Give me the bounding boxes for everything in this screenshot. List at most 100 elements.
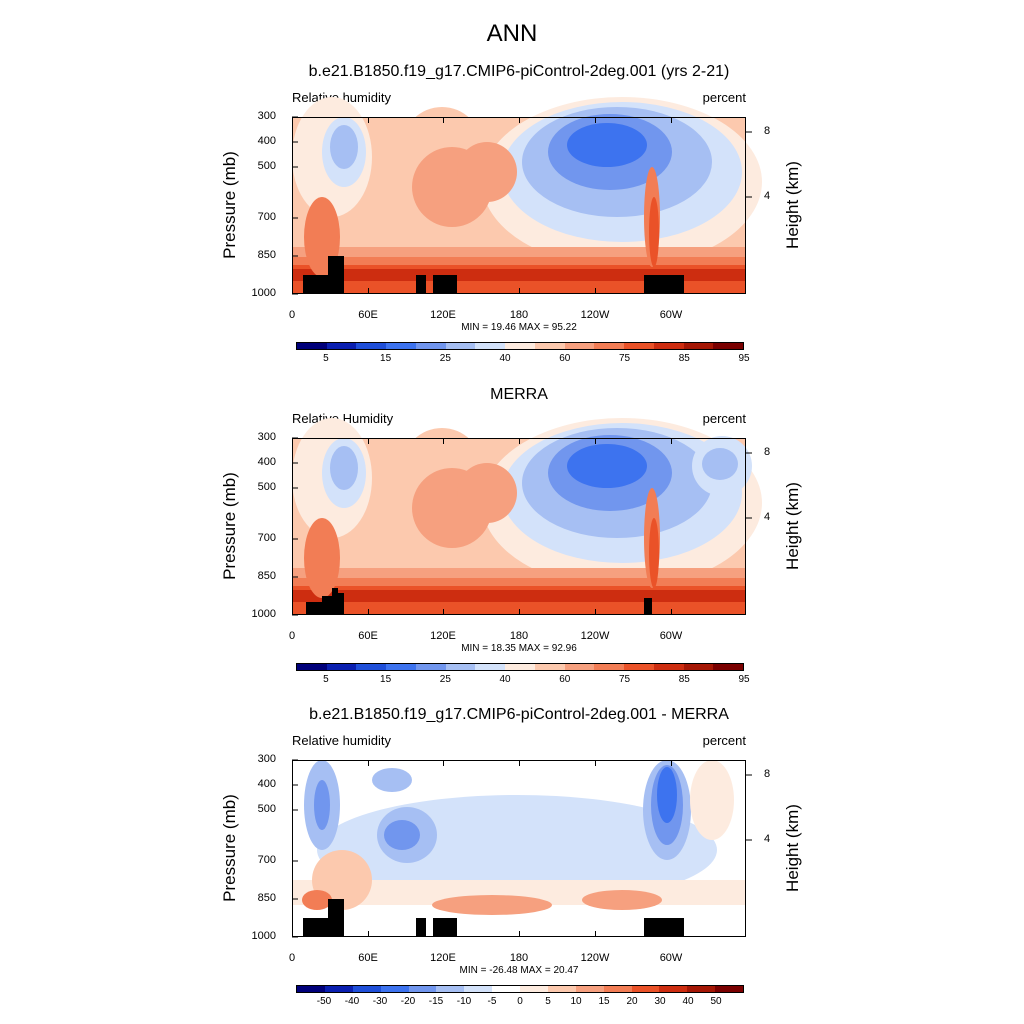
height-tick-label: 4 bbox=[764, 190, 771, 202]
longitude-tick-label: 60E bbox=[358, 630, 378, 642]
colorbar-label: 15 bbox=[380, 674, 392, 685]
colorbar-label: -10 bbox=[456, 996, 472, 1007]
height-tick-label: 8 bbox=[764, 768, 771, 780]
colorbar-label: 95 bbox=[738, 674, 750, 685]
colorbar-swatch bbox=[475, 664, 506, 670]
colorbar-swatch bbox=[594, 343, 625, 349]
pressure-tick-label: 700 bbox=[257, 211, 276, 223]
colorbar-label: 40 bbox=[499, 353, 511, 364]
pressure-tick-label: 500 bbox=[257, 160, 276, 172]
colorbar-swatch bbox=[326, 664, 357, 670]
colorbar-swatch bbox=[464, 986, 493, 992]
longitude-tick-label: 180 bbox=[509, 309, 529, 321]
colorbar-swatch bbox=[415, 664, 446, 670]
longitude-tick-label: 60W bbox=[659, 630, 683, 642]
panel-title: MERRA bbox=[490, 386, 548, 403]
height-axis bbox=[746, 131, 752, 198]
variable-label: Relative humidity bbox=[292, 90, 391, 105]
min-max-label: MIN = -26.48 MAX = 20.47 bbox=[459, 965, 579, 976]
colorbar-label: 95 bbox=[738, 353, 750, 364]
height-tick-label: 8 bbox=[764, 125, 771, 137]
colorbar-swatch bbox=[386, 664, 416, 670]
pressure-tick-label: 400 bbox=[257, 135, 276, 147]
pressure-tick-label: 400 bbox=[257, 778, 276, 790]
colorbar-swatch bbox=[713, 664, 744, 670]
pressure-tick-label: 400 bbox=[257, 456, 276, 468]
colorbar-label: 25 bbox=[439, 353, 451, 364]
colorbar-swatch bbox=[297, 986, 325, 992]
colorbar-swatch bbox=[683, 343, 714, 349]
longitude-tick-label: 0 bbox=[288, 952, 296, 964]
colorbar-swatch bbox=[564, 664, 595, 670]
colorbar-label: 5 bbox=[545, 996, 551, 1007]
colorbar-swatch bbox=[492, 986, 520, 992]
colorbar-label: 60 bbox=[559, 674, 571, 685]
right-axis-title: Height (km) bbox=[783, 804, 802, 892]
panel-title: b.e21.B1850.f19_g17.CMIP6-piControl-2deg… bbox=[309, 706, 729, 723]
colorbar-label: 15 bbox=[380, 353, 392, 364]
y-axis-title: Pressure (mb) bbox=[220, 151, 239, 259]
colorbar-swatch bbox=[659, 986, 688, 992]
colorbar-labels: 5 15 25 40 60 75 85 95 bbox=[296, 674, 749, 686]
topography-mask bbox=[303, 899, 684, 937]
colorbar-swatch bbox=[683, 664, 714, 670]
colorbar-label: 0 bbox=[517, 996, 523, 1007]
panel-title: b.e21.B1850.f19_g17.CMIP6-piControl-2deg… bbox=[308, 63, 730, 80]
colorbar-swatch bbox=[297, 664, 327, 670]
contour-fill bbox=[292, 418, 762, 615]
colorbar-swatch bbox=[624, 343, 654, 349]
colorbar bbox=[296, 985, 744, 993]
colorbar-labels: -50 -40 -30 -20 -15 -10 -5 0 5 10 15 20 30 40 50 bbox=[296, 996, 744, 1008]
longitude-tick-label: 0 bbox=[288, 630, 296, 642]
colorbar-label: -50 bbox=[316, 996, 332, 1007]
colorbar-swatch bbox=[715, 986, 743, 992]
longitude-tick-label: 60W bbox=[659, 952, 683, 964]
colorbar-swatch bbox=[687, 986, 716, 992]
pressure-tick-label: 500 bbox=[257, 481, 276, 493]
longitude-tick-label: 120E bbox=[430, 630, 456, 642]
colorbar-label: -20 bbox=[400, 996, 416, 1007]
colorbar-swatch bbox=[356, 343, 387, 349]
colorbar-swatch bbox=[653, 664, 684, 670]
colorbar-label: 10 bbox=[570, 996, 582, 1007]
height-tick-label: 4 bbox=[764, 511, 771, 523]
longitude-tick-label: 120E bbox=[430, 952, 456, 964]
colorbar-swatch bbox=[475, 343, 506, 349]
colorbar-label: 5 bbox=[323, 674, 329, 685]
longitude-tick-label: 60E bbox=[358, 952, 378, 964]
contour-plot bbox=[292, 759, 746, 938]
topography-mask bbox=[306, 588, 652, 615]
colorbar-swatch bbox=[505, 343, 535, 349]
units-label: percent bbox=[702, 90, 746, 105]
colorbar bbox=[296, 342, 744, 350]
colorbar-swatch bbox=[575, 986, 604, 992]
colorbar-swatch bbox=[631, 986, 660, 992]
longitude-tick-label: 180 bbox=[509, 952, 529, 964]
colorbar-swatch bbox=[386, 343, 416, 349]
pressure-tick-label: 500 bbox=[257, 803, 276, 815]
topography-mask bbox=[303, 256, 684, 294]
colorbar-label: 15 bbox=[598, 996, 610, 1007]
colorbar-label: 40 bbox=[499, 674, 511, 685]
units-label: percent bbox=[702, 733, 746, 748]
colorbar-label: 25 bbox=[439, 674, 451, 685]
colorbar-label: 60 bbox=[559, 353, 571, 364]
min-max-label: MIN = 18.35 MAX = 92.96 bbox=[461, 643, 577, 654]
contour-fill bbox=[292, 760, 746, 937]
contour-plot bbox=[292, 97, 762, 295]
colorbar-swatch bbox=[534, 664, 565, 670]
longitude-tick-label: 60W bbox=[659, 309, 683, 321]
pressure-tick-label: 850 bbox=[257, 570, 276, 582]
colorbar-swatch bbox=[326, 343, 357, 349]
longitude-tick-label: 120W bbox=[580, 309, 610, 321]
colorbar-labels: 5 15 25 40 60 75 85 95 bbox=[296, 353, 749, 365]
colorbar-label: 5 bbox=[323, 353, 329, 364]
colorbar-swatch bbox=[445, 664, 476, 670]
pressure-tick-label: 850 bbox=[257, 892, 276, 904]
height-axis bbox=[746, 452, 752, 519]
contour-plot bbox=[292, 418, 762, 616]
y-axis-title: Pressure (mb) bbox=[220, 472, 239, 580]
longitude-tick-label: 120W bbox=[580, 630, 610, 642]
colorbar-label: 85 bbox=[678, 353, 690, 364]
